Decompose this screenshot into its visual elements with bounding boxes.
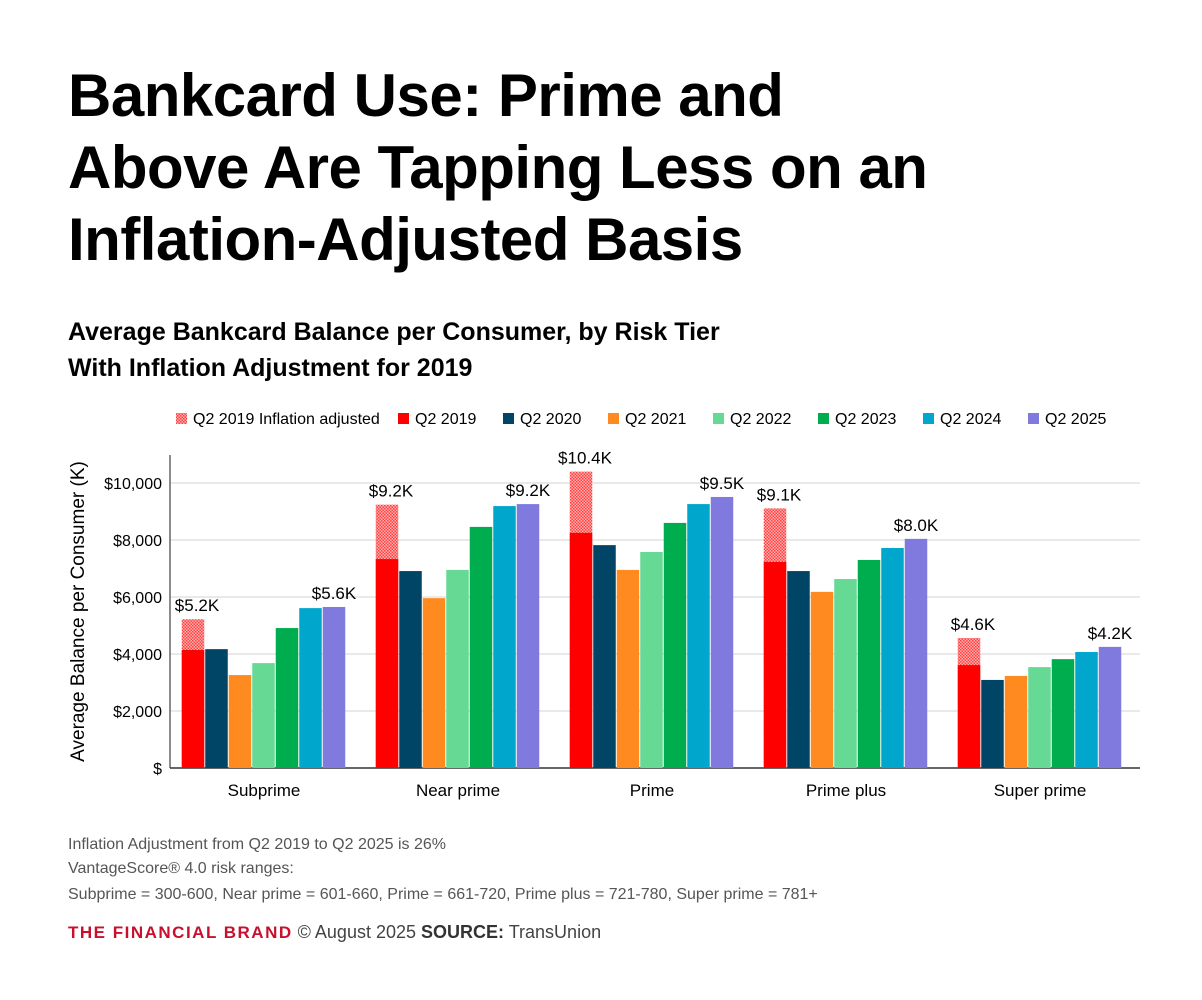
legend-label: Q2 2021 [625,411,686,428]
bar-q2-2025 [710,496,734,768]
bar-q2-2022 [640,551,663,768]
legend-label: Q2 2020 [520,411,581,428]
bar-q2-2025 [516,504,540,768]
bar-q2-2019 [763,561,787,768]
y-tick-label: $8,000 [113,533,162,550]
y-tick-label: $ [153,761,162,778]
chart-subtitle: Average Bankcard Balance per Consumer, b… [68,318,720,346]
legend-label: Q2 2023 [835,411,896,428]
legend-swatch [503,413,514,424]
data-label: $8.0K [894,516,939,535]
page-title: Bankcard Use: Prime and Above Are Tappin… [68,62,928,273]
data-label: $5.2K [175,596,220,615]
bar-q2-2019 [957,665,981,768]
bar-q2-2020 [399,571,422,768]
x-tick-label: Super prime [994,781,1087,800]
legend-label: Q2 2019 [415,411,476,428]
bar-q2-2022 [446,569,469,768]
bar-q2-2024 [493,506,516,768]
y-axis-title: Average Balance per Consumer (K) [68,461,89,762]
bar-q2-2024 [1075,652,1098,768]
footer-date: © August 2025 [297,922,416,942]
bar-q2-2024 [881,547,904,768]
legend-swatch [713,413,724,424]
bar-chart: $ $2,000 $4,000 $6,000 $8,000 $10,000 Average … [68,411,1140,800]
brand-logo: THE FINANCIAL BRAND [68,923,293,942]
bar-q2-2022 [252,663,275,768]
legend-swatch [818,413,829,424]
note-inflation: Inflation Adjustment from Q2 2019 to Q2 … [68,836,446,853]
data-label: $9.1K [757,485,802,504]
bar-q2-2020 [205,649,228,768]
legend-swatch [608,413,619,424]
y-tick-label: $6,000 [113,590,162,607]
y-tick-label: $2,000 [113,704,162,721]
bar-q2-2023 [1051,659,1075,768]
bar-q2-2025 [322,606,346,768]
bar-q2-2020 [787,571,810,768]
legend-swatch [398,413,409,424]
note-risk-ranges: Subprime = 300-600, Near prime = 601-660… [68,886,818,903]
bar-q2-2021 [810,591,834,768]
x-tick-label: Prime [630,781,674,800]
data-label: $9.2K [369,482,414,501]
bar-q2-2023 [663,522,687,768]
bar-q2-2019 [181,650,205,768]
bar-q2-2021 [422,598,446,768]
legend-label: Q2 2019 Inflation adjusted [193,411,380,428]
data-label: $10.4K [558,449,613,468]
legend-label: Q2 2025 [1045,411,1106,428]
legend-label: Q2 2024 [940,411,1001,428]
note-vantagescore: VantageScore® 4.0 risk ranges: [68,860,294,877]
bar-q2-2021 [616,569,640,768]
bar-q2-2025 [904,538,928,768]
legend-swatch [923,413,934,424]
bar-q2-2024 [299,608,322,768]
bar-q2-2021 [228,675,252,768]
bar-q2-2019 [375,559,399,768]
bar-q2-2020 [593,545,616,768]
legend-swatch [176,413,187,424]
data-label: $4.2K [1088,624,1133,643]
footer: THE FINANCIAL BRAND © August 2025 SOURCE… [68,922,601,943]
legend-label: Q2 2022 [730,411,791,428]
bar-q2-2023 [469,526,493,768]
bar-q2-2022 [1028,667,1051,768]
bar-q2-2024 [687,504,710,768]
bar-q2-2019 [569,532,593,768]
y-tick-label: $10,000 [104,476,162,493]
data-label: $4.6K [951,615,996,634]
x-tick-label: Prime plus [806,781,886,800]
bar-q2-2025 [1098,646,1122,768]
bar-q2-2020 [981,679,1004,768]
source-name: TransUnion [508,922,602,942]
legend-swatch [1028,413,1039,424]
bar-q2-2023 [275,628,299,768]
data-label: $9.2K [506,481,551,500]
x-tick-label: Subprime [228,781,301,800]
bar-q2-2022 [834,579,857,768]
source-label: SOURCE: [421,922,505,942]
data-label: $9.5K [700,474,745,493]
bar-q2-2023 [857,559,881,768]
bar-q2-2021 [1004,675,1028,768]
data-label: $5.6K [312,584,357,603]
y-tick-label: $4,000 [113,647,162,664]
x-tick-label: Near prime [416,781,500,800]
chart-subtitle-2: With Inflation Adjustment for 2019 [68,354,473,382]
